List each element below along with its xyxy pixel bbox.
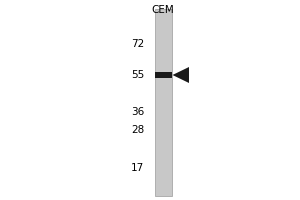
Text: 28: 28 (131, 125, 144, 135)
Polygon shape (172, 67, 189, 83)
Text: 72: 72 (131, 39, 144, 49)
Text: CEM: CEM (152, 5, 174, 15)
Bar (154, 9, 172, 196)
Text: 36: 36 (131, 107, 144, 117)
Text: 55: 55 (131, 70, 144, 80)
Text: 17: 17 (131, 163, 144, 173)
Bar (154, 72, 172, 78)
